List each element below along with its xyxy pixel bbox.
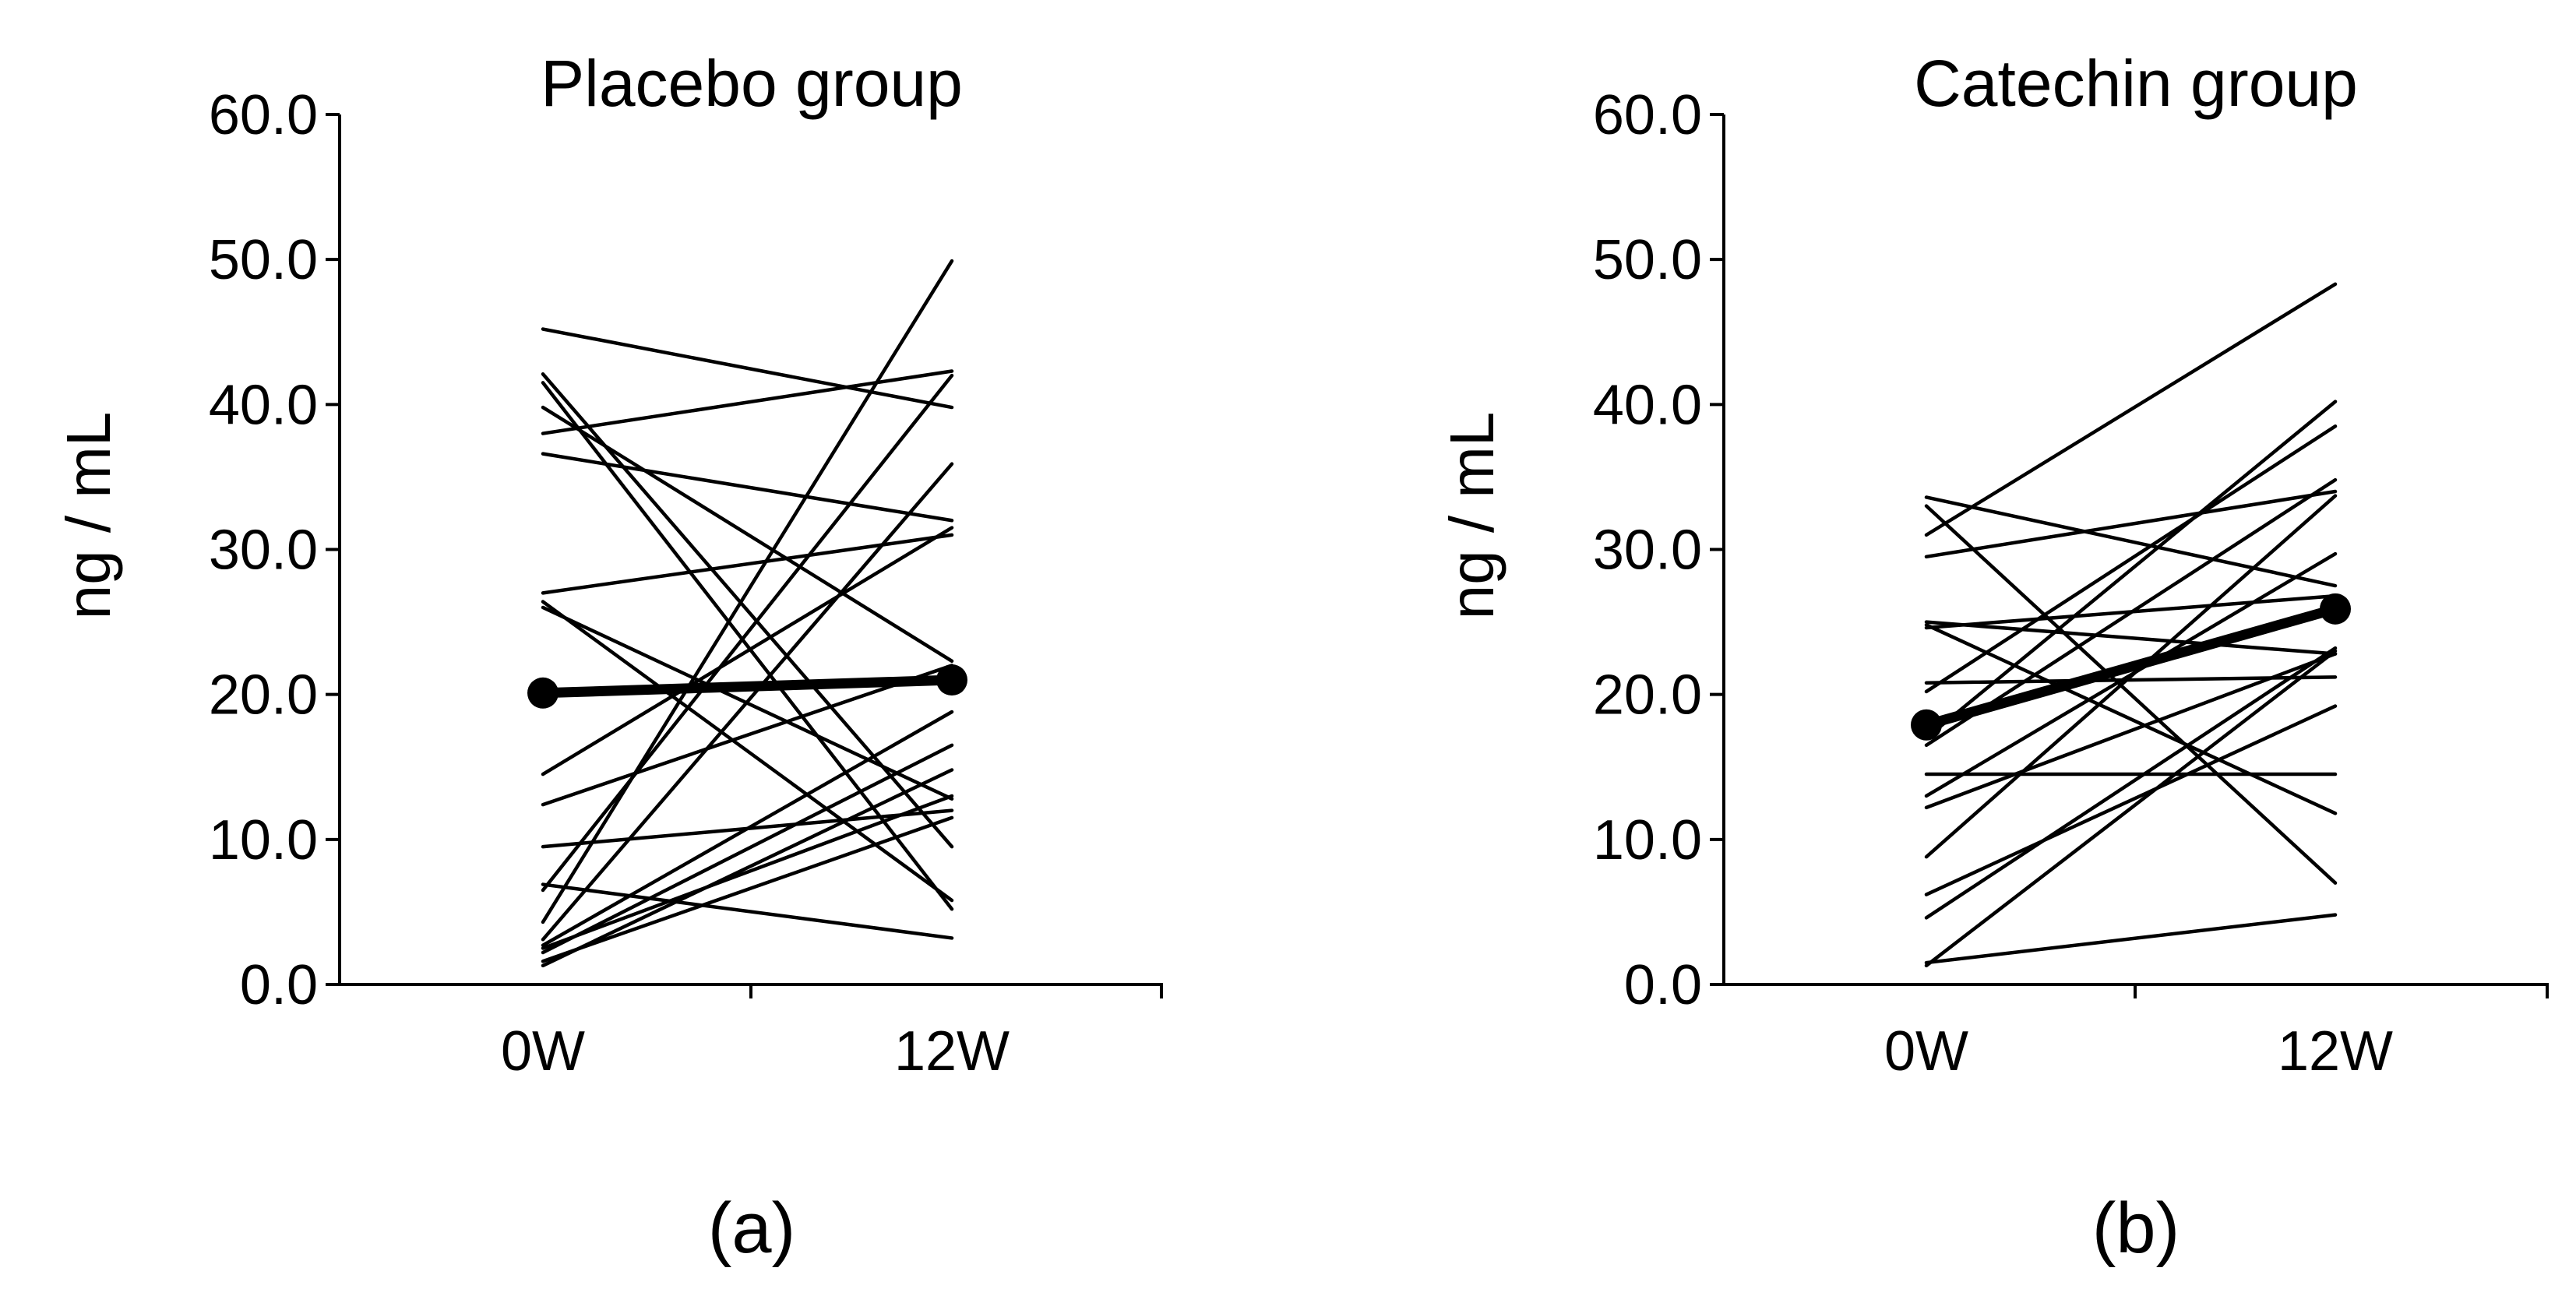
- y-tick-label-b: 50.0: [1593, 229, 1702, 291]
- subject-line-a: [541, 462, 954, 942]
- x-tick-label-b: 0W: [1884, 1020, 1968, 1083]
- x-tick-label-a: 0W: [501, 1020, 585, 1083]
- subject-line-a: [541, 259, 954, 924]
- mean-marker-a: [527, 677, 559, 709]
- subject-line-a: [541, 452, 954, 523]
- y-tick-label-b: 40.0: [1593, 374, 1702, 436]
- subject-line-b: [1924, 623, 2338, 815]
- y-tick-label-b: 0.0: [1624, 954, 1702, 1016]
- mean-marker-a: [936, 664, 967, 696]
- subject-line-b: [1924, 495, 2338, 588]
- subject-line-a: [541, 743, 954, 955]
- y-tick-label-a: 10.0: [209, 809, 318, 872]
- subject-line-b: [1924, 494, 2338, 859]
- chart-title-b: Catechin group: [1914, 47, 2358, 120]
- panel-label-a: (a): [708, 1189, 795, 1268]
- y-tick-label-b: 10.0: [1593, 809, 1702, 872]
- mean-line-a: [537, 674, 957, 699]
- chart-title-a: Placebo group: [541, 47, 963, 120]
- subject-line-b: [1924, 282, 2338, 537]
- y-tick-label-a: 20.0: [209, 664, 318, 727]
- subject-line-a: [541, 815, 954, 963]
- panel-label-b: (b): [2092, 1189, 2180, 1268]
- subject-line-a: [541, 369, 954, 435]
- mean-line-b: [1921, 604, 2341, 731]
- subject-line-a: [541, 600, 954, 903]
- y-tick-label-a: 60.0: [209, 84, 318, 146]
- subject-line-b: [1924, 652, 2338, 810]
- subject-line-b: [1924, 489, 2338, 559]
- mean-marker-b: [1911, 709, 1942, 741]
- x-tick-label-b: 12W: [2278, 1020, 2393, 1083]
- subject-line-b: [1924, 424, 2338, 694]
- subject-line-a: [541, 664, 954, 807]
- subject-line-b: [1924, 620, 2338, 656]
- y-tick-label-a: 40.0: [209, 374, 318, 436]
- subject-line-b: [1924, 704, 2338, 896]
- mean-marker-b: [2320, 593, 2351, 625]
- subject-line-a: [541, 373, 954, 893]
- panel-b-catechin: Catechin group ng / mL (b) 0.0 10.0 20.0 30…: [1437, 47, 2549, 1268]
- y-axis-label-b: ng / mL: [1437, 412, 1506, 620]
- subject-line-b: [1924, 400, 2338, 740]
- subject-line-a: [541, 405, 954, 664]
- subject-line-a: [541, 768, 954, 968]
- y-tick-label-a: 50.0: [209, 229, 318, 291]
- subject-line-b: [1924, 504, 2338, 885]
- subject-line-a: [541, 327, 954, 410]
- subject-line-a: [541, 710, 954, 947]
- y-axis-label-a: ng / mL: [54, 412, 123, 620]
- subject-line-a: [541, 526, 954, 777]
- subject-line-a: [541, 794, 954, 950]
- y-tick-label-b: 60.0: [1593, 84, 1702, 146]
- panel-a-placebo: Placebo group ng / mL (a) 0.0 10.0 20.0 30.…: [54, 47, 1163, 1268]
- subject-line-b: [1924, 649, 2338, 968]
- y-tick-label-b: 20.0: [1593, 664, 1702, 727]
- subject-line-a: [541, 882, 954, 940]
- x-tick-label-a: 12W: [894, 1020, 1010, 1083]
- y-tick-label-a: 0.0: [240, 954, 318, 1016]
- y-tick-label-b: 30.0: [1593, 519, 1702, 582]
- subject-line-b: [1924, 646, 2338, 920]
- y-tick-label-a: 30.0: [209, 519, 318, 582]
- subject-line-b: [1924, 913, 2338, 965]
